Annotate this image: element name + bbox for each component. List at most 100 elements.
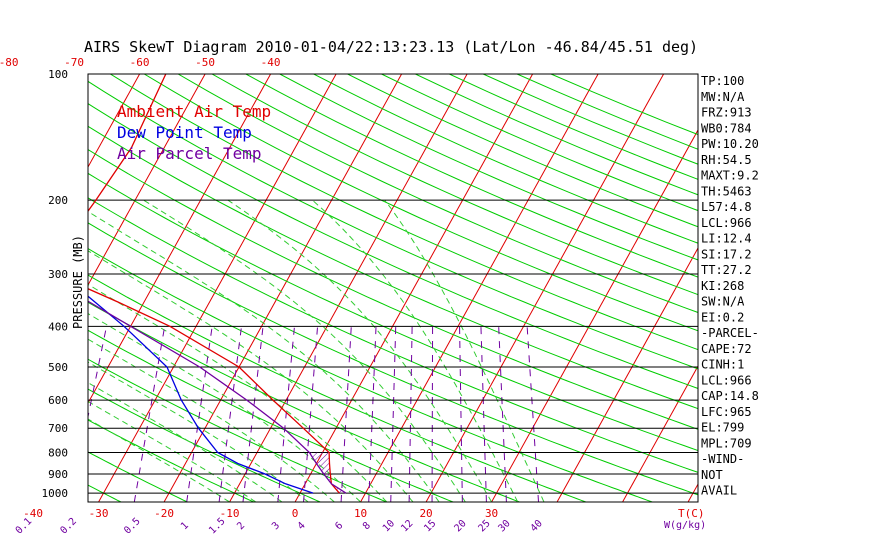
- mixing-ratio-line: [390, 326, 397, 502]
- moist-adiabat: [88, 210, 440, 502]
- moist-adiabat: [88, 338, 335, 502]
- dry-adiabat: [88, 274, 587, 502]
- dry-adiabat: [211, 74, 698, 296]
- index-entry: LCL:966: [701, 373, 752, 387]
- index-entry: AVAIL: [701, 484, 737, 498]
- cape-area: [309, 452, 346, 494]
- mixing-ratio-line: [303, 326, 319, 502]
- top-temperature-tick-label: -40: [261, 56, 281, 69]
- bottom-temperature-tick-label: -20: [154, 507, 174, 520]
- mixing-ratio-line: [408, 326, 413, 502]
- isotherm: [294, 74, 534, 502]
- mixing-ratio-tick-label: 0.2: [58, 516, 79, 537]
- isotherm: [88, 74, 206, 287]
- pressure-tick-label: 1000: [42, 487, 69, 500]
- dry-adiabat: [177, 74, 698, 314]
- index-entry: MPL:709: [701, 436, 752, 450]
- pressure-tick-label: 900: [48, 468, 68, 481]
- dry-adiabat: [347, 74, 698, 228]
- index-entry: EL:799: [701, 421, 744, 435]
- pressure-tick-label: 600: [48, 394, 68, 407]
- pressure-tick-label: 700: [48, 422, 68, 435]
- mixing-ratio-line: [368, 326, 377, 502]
- mixing-ratio-tick-label: 15: [422, 518, 438, 534]
- pressure-tick-label: 200: [48, 194, 68, 207]
- dewpoint-line: [88, 295, 314, 494]
- index-entry: LI:12.4: [701, 232, 752, 246]
- dry-adiabat: [88, 388, 321, 502]
- mixing-ratio-tick-label: 20: [452, 518, 468, 534]
- index-entry: -WIND-: [701, 452, 744, 466]
- index-entry: L57:4.8: [701, 200, 752, 214]
- isotherm: [163, 74, 403, 502]
- mixing-ratio-line: [242, 326, 264, 502]
- dry-adiabat: [449, 74, 698, 180]
- top-temperature-tick-label: -50: [195, 56, 215, 69]
- dry-adiabat: [88, 103, 698, 389]
- mixing-ratio-tick-label: 12: [399, 518, 415, 534]
- isotherm: [622, 365, 698, 502]
- moist-adiabat: [88, 382, 283, 502]
- moist-adiabat: [88, 400, 257, 502]
- moist-adiabat: [88, 250, 414, 502]
- parcel-temp-line: [88, 300, 347, 494]
- isotherm: [556, 247, 698, 502]
- cape-hatch: [309, 452, 346, 494]
- bottom-temperature-tick-label: 0: [292, 507, 299, 520]
- dry-adiabat: [110, 74, 698, 351]
- dry-adiabat: [88, 172, 698, 452]
- mixing-ratio-line: [186, 326, 213, 502]
- isotherm: [491, 129, 698, 502]
- dry-adiabat: [88, 358, 387, 502]
- isotherm: [88, 74, 272, 405]
- bottom-temperature-tick-label: 20: [419, 507, 432, 520]
- dry-adiabat: [0, 74, 55, 502]
- dry-adiabat: [143, 74, 698, 332]
- legend: Ambient Air Temp Dew Point Temp Air Parcel…: [117, 102, 271, 163]
- bottom-temperature-tick-label: -30: [89, 507, 109, 520]
- index-entry: CINH:1: [701, 358, 744, 372]
- dry-adiabat: [88, 329, 454, 502]
- index-entry: -PARCEL-: [701, 326, 759, 340]
- pressure-tick-labels: 100 200 300 400 500 600 700 800 900 1000: [42, 68, 69, 500]
- mixing-ratio-line: [431, 326, 434, 502]
- dry-adiabat: [88, 222, 698, 496]
- moist-adiabat: [88, 361, 309, 502]
- temperature-unit-label: T(C): [678, 507, 705, 520]
- profile-lines: [88, 74, 347, 494]
- moist-adiabat: [384, 199, 545, 502]
- index-entry: CAP:14.8: [701, 389, 759, 403]
- index-entry: RH:54.5: [701, 153, 752, 167]
- mixing-ratio-unit-label: W(g/kg): [664, 520, 706, 531]
- isotherm: [360, 74, 599, 502]
- index-entry: TP:100: [701, 74, 744, 88]
- bottom-temperature-tick-label: 10: [354, 507, 367, 520]
- mixing-ratio-tick-label: 40: [529, 518, 545, 534]
- pressure-tick-label: 400: [48, 320, 68, 333]
- mixing-ratio-tick-label: 3: [270, 520, 282, 532]
- bottom-temperature-tick-label: -40: [23, 507, 43, 520]
- mixing-ratio-line: [498, 326, 507, 502]
- isotherm: [88, 74, 141, 169]
- pressure-tick-label: 300: [48, 268, 68, 281]
- isotherm-lines: [88, 74, 698, 502]
- mixing-ratio-tick-label: 2: [235, 520, 247, 532]
- dry-adiabat: [88, 451, 188, 502]
- top-temperature-tick-label: -70: [64, 56, 84, 69]
- legend-entry: Dew Point Temp: [117, 123, 252, 142]
- dry-adiabat: [88, 248, 653, 502]
- moist-adiabat-lines: [88, 199, 545, 502]
- isotherm: [98, 74, 337, 502]
- mixing-ratio-line: [133, 326, 166, 502]
- chart-title: AIRS SkewT Diagram 2010-01-04/22:13:23.1…: [84, 38, 698, 56]
- top-temperature-tick-label: -80: [0, 56, 19, 69]
- plot-frame: [87, 73, 699, 503]
- index-entry: TT:27.2: [701, 263, 752, 277]
- index-entry: LCL:966: [701, 216, 752, 230]
- legend-entry: Ambient Air Temp: [117, 102, 271, 121]
- dry-adiabat: [88, 148, 698, 430]
- bottom-temperature-tick-label: -10: [220, 507, 240, 520]
- moist-adiabat: [88, 312, 361, 502]
